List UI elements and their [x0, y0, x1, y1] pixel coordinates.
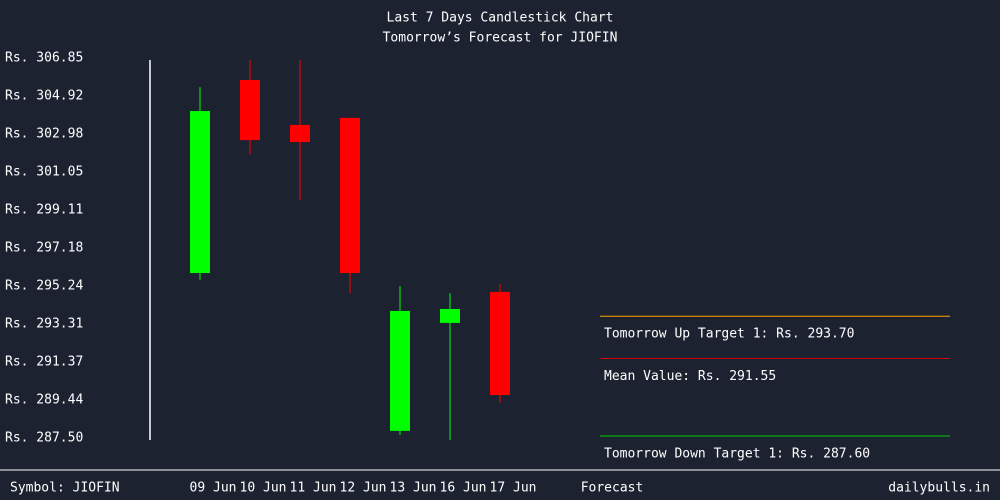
x-tick-label: 11 Jun — [290, 481, 337, 496]
y-tick-label: Rs. 291.37 — [5, 355, 83, 370]
y-tick-label: Rs. 287.50 — [5, 431, 83, 446]
forecast-text: Tomorrow Down Target 1: Rs. 287.60 — [604, 447, 870, 462]
chart-title: Last 7 Days Candlestick Chart — [387, 11, 614, 26]
x-tick-label: 09 Jun — [190, 481, 237, 496]
y-tick-label: Rs. 302.98 — [5, 127, 83, 142]
y-tick-label: Rs. 295.24 — [5, 279, 83, 294]
candle-body — [240, 79, 260, 141]
y-tick-label: Rs. 306.85 — [5, 51, 83, 66]
candle-body — [440, 308, 460, 323]
x-tick-label: 12 Jun — [340, 481, 387, 496]
y-tick-label: Rs. 301.05 — [5, 164, 83, 179]
y-tick-label: Rs. 289.44 — [5, 392, 83, 407]
candle-body — [290, 124, 310, 143]
symbol: Symbol: JIOFIN — [10, 481, 120, 496]
forecast-text: Mean Value: Rs. 291.55 — [604, 369, 776, 384]
candle-body — [490, 291, 510, 395]
y-tick-label: Rs. 299.11 — [5, 203, 83, 218]
x-tick-label: 13 Jun — [390, 481, 437, 496]
forecast-text: Tomorrow Up Target 1: Rs. 293.70 — [604, 327, 854, 342]
source: dailybulls.in — [888, 481, 990, 496]
chart-subtitle: Tomorrow’s Forecast for JIOFIN — [383, 31, 618, 46]
y-tick-label: Rs. 304.92 — [5, 88, 83, 103]
y-tick-label: Rs. 293.31 — [5, 316, 83, 331]
candle-body — [390, 310, 410, 431]
x-tick-label: 16 Jun — [440, 481, 487, 496]
forecast-label: Forecast — [581, 481, 644, 496]
x-tick-label: 10 Jun — [240, 481, 287, 496]
candle-body — [190, 111, 210, 274]
x-tick-label: 17 Jun — [490, 481, 537, 496]
y-tick-label: Rs. 297.18 — [5, 240, 83, 255]
candle-body — [340, 117, 360, 274]
